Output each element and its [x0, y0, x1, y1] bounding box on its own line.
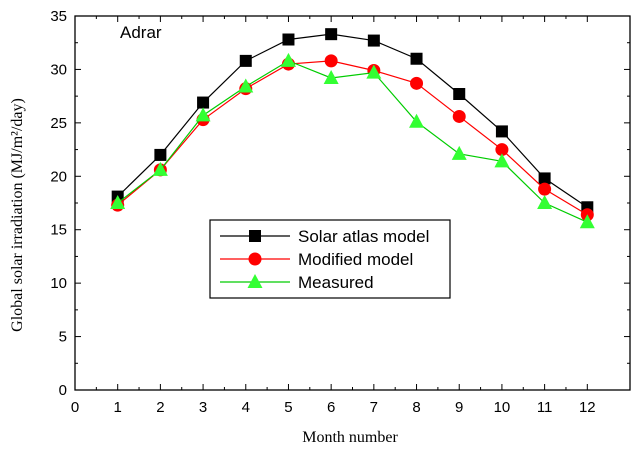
x-tick-label: 3: [199, 399, 207, 416]
x-tick-label: 5: [284, 399, 292, 416]
x-tick-label: 2: [156, 399, 164, 416]
y-tick-label: 0: [59, 382, 67, 399]
data-point: [538, 182, 552, 196]
x-tick-label: 0: [71, 399, 79, 416]
legend-marker: [248, 252, 262, 266]
data-point: [367, 34, 380, 47]
data-point: [495, 125, 508, 138]
series-line: [117, 60, 588, 223]
y-tick-label: 30: [50, 61, 67, 78]
x-tick-label: 7: [370, 399, 378, 416]
data-point: [197, 96, 210, 109]
series-line: [117, 33, 588, 208]
data-point: [154, 148, 167, 161]
legend-label: Modified model: [298, 250, 413, 269]
series-line: [117, 60, 588, 216]
data-point: [152, 161, 168, 176]
data-point: [366, 64, 382, 79]
legend-marker: [249, 230, 261, 242]
data-point: [494, 153, 510, 168]
x-tick-label: 1: [114, 399, 122, 416]
data-point: [579, 214, 595, 229]
series-layer: [110, 28, 595, 229]
legend-marker: [247, 274, 263, 288]
data-point: [453, 88, 466, 101]
data-point: [452, 109, 466, 123]
x-tick-label: 12: [579, 399, 596, 416]
data-point: [538, 172, 551, 185]
data-point: [239, 54, 252, 67]
data-point: [110, 195, 126, 209]
data-point: [537, 195, 553, 209]
data-point: [410, 52, 423, 65]
legend-label: Solar atlas model: [298, 227, 429, 246]
data-point: [323, 69, 339, 84]
x-tick-label: 9: [455, 399, 463, 416]
series-modified-model: [111, 54, 594, 222]
series-measured: [110, 52, 595, 229]
data-point: [282, 33, 295, 46]
x-tick-label: 10: [494, 399, 511, 416]
x-axis-title: Month number: [302, 429, 398, 446]
legend-item: Modified model: [220, 250, 413, 269]
data-point: [451, 145, 467, 160]
x-tick-label: 8: [412, 399, 420, 416]
station-annotation: Adrar: [120, 23, 162, 42]
y-tick-label: 25: [50, 115, 67, 132]
y-tick-label: 15: [50, 222, 67, 239]
legend-item: Solar atlas model: [220, 227, 429, 246]
data-point: [324, 54, 338, 68]
y-tick-label: 20: [50, 168, 67, 185]
legend: Solar atlas model Modified model Measured: [209, 219, 451, 299]
y-tick-label: 35: [50, 8, 67, 25]
x-tick-label: 4: [242, 399, 250, 416]
data-point: [495, 143, 509, 157]
legend-item: Measured: [220, 273, 374, 292]
data-point: [409, 113, 425, 128]
y-tick-label: 5: [59, 329, 67, 346]
y-tick-label: 10: [50, 275, 67, 292]
data-point: [238, 78, 254, 93]
data-point: [325, 28, 338, 41]
x-tick-label: 11: [537, 399, 553, 416]
data-point: [410, 76, 424, 90]
legend-label: Measured: [298, 273, 374, 292]
data-point: [195, 107, 211, 122]
data-point: [280, 52, 296, 67]
series-solar-atlas-model: [111, 28, 594, 214]
y-axis-title: Global solar irradiation (MJ/m²/day): [9, 98, 26, 332]
x-tick-label: 6: [327, 399, 335, 416]
